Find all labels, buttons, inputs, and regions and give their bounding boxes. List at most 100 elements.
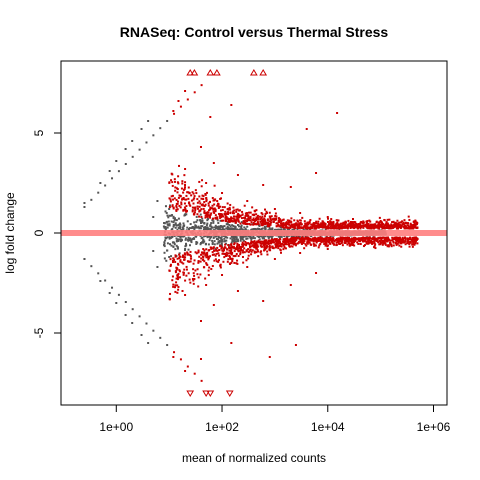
- point-significant: [257, 255, 259, 257]
- point-significant: [170, 200, 172, 202]
- point-significant: [229, 208, 231, 210]
- point-significant: [237, 174, 239, 176]
- point-significant: [197, 285, 199, 287]
- point-significant: [286, 241, 288, 243]
- point-significant: [201, 185, 203, 187]
- point-significant: [243, 220, 245, 222]
- point-significant: [251, 245, 253, 247]
- point-not-significant: [164, 239, 166, 241]
- point-significant: [298, 224, 300, 226]
- point-significant: [355, 226, 357, 228]
- point-significant: [347, 220, 349, 222]
- point-significant: [229, 256, 231, 258]
- point-significant: [374, 226, 376, 228]
- point-significant: [172, 260, 174, 262]
- point-not-significant: [141, 334, 143, 336]
- point-significant: [204, 210, 206, 212]
- point-significant: [172, 356, 174, 358]
- point-significant: [174, 190, 176, 192]
- point-significant: [208, 274, 210, 276]
- point-significant: [213, 162, 215, 164]
- point-out-of-range: [207, 391, 213, 396]
- point-significant: [304, 223, 306, 225]
- point-significant: [387, 227, 389, 229]
- point-significant: [380, 220, 382, 222]
- point-not-significant: [210, 228, 212, 230]
- funnel-point: [139, 149, 141, 151]
- point-significant: [382, 242, 384, 244]
- point-significant: [186, 210, 188, 212]
- point-significant: [254, 250, 256, 252]
- point-significant: [284, 238, 286, 240]
- point-significant: [214, 250, 216, 252]
- point-not-significant: [183, 225, 185, 227]
- point-significant: [241, 246, 243, 248]
- funnel-point: [83, 206, 85, 208]
- point-significant: [336, 244, 338, 246]
- point-significant: [256, 242, 258, 244]
- point-significant: [238, 250, 240, 252]
- point-significant: [265, 213, 267, 215]
- point-not-significant: [168, 256, 170, 258]
- point-significant: [288, 242, 290, 244]
- point-significant: [336, 219, 338, 221]
- point-significant: [347, 240, 349, 242]
- point-significant: [250, 217, 252, 219]
- point-significant: [193, 275, 195, 277]
- point-significant: [335, 223, 337, 225]
- point-significant: [227, 213, 229, 215]
- point-significant: [183, 259, 185, 261]
- point-significant: [235, 222, 237, 224]
- point-significant: [182, 271, 184, 273]
- point-significant: [310, 244, 312, 246]
- point-significant: [244, 241, 246, 243]
- point-significant: [230, 342, 232, 344]
- point-significant: [352, 244, 354, 246]
- point-significant: [173, 207, 175, 209]
- point-significant: [198, 216, 200, 218]
- point-significant: [360, 243, 362, 245]
- point-significant: [415, 240, 417, 242]
- point-significant: [320, 225, 322, 227]
- point-significant: [322, 238, 324, 240]
- point-significant: [372, 237, 374, 239]
- point-significant: [275, 245, 277, 247]
- point-significant: [319, 218, 321, 220]
- point-significant: [196, 273, 198, 275]
- point-significant: [230, 212, 232, 214]
- point-significant: [321, 240, 323, 242]
- point-significant: [260, 253, 262, 255]
- point-significant: [384, 243, 386, 245]
- funnel-point: [97, 192, 99, 194]
- point-significant: [195, 189, 197, 191]
- point-significant: [202, 248, 204, 250]
- point-significant: [278, 245, 280, 247]
- point-significant: [372, 224, 374, 226]
- point-significant: [358, 237, 360, 239]
- point-significant: [317, 221, 319, 223]
- point-significant: [192, 268, 194, 270]
- point-significant: [242, 256, 244, 258]
- point-significant: [269, 247, 271, 249]
- point-significant: [189, 279, 191, 281]
- point-significant: [401, 239, 403, 241]
- point-significant: [176, 292, 178, 294]
- point-significant: [275, 212, 277, 214]
- point-significant: [262, 300, 264, 302]
- funnel-point: [201, 84, 203, 86]
- point-significant: [294, 223, 296, 225]
- point-significant: [200, 257, 202, 259]
- point-significant: [387, 219, 389, 221]
- point-significant: [236, 260, 238, 262]
- point-not-significant: [182, 222, 184, 224]
- point-significant: [169, 298, 171, 300]
- point-significant: [288, 220, 290, 222]
- point-not-significant: [241, 225, 243, 227]
- point-significant: [359, 227, 361, 229]
- point-significant: [273, 218, 275, 220]
- point-significant: [292, 241, 294, 243]
- point-significant: [221, 220, 223, 222]
- point-significant: [172, 185, 174, 187]
- point-significant: [216, 260, 218, 262]
- point-significant: [175, 254, 177, 256]
